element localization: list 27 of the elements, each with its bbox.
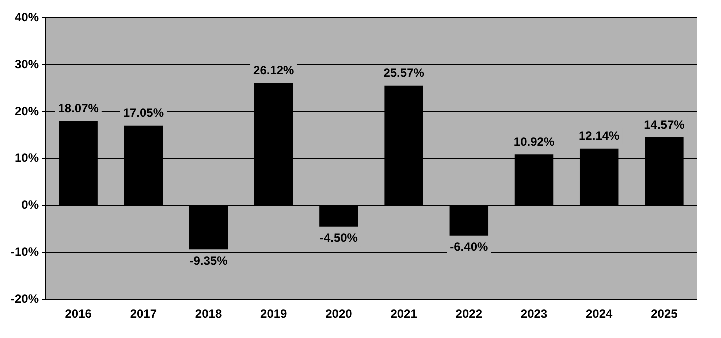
y-tick-label: 20% [14, 104, 40, 118]
x-tick-label: 2024 [586, 307, 614, 322]
y-tick-label: -20% [11, 292, 40, 306]
data-label: -9.35% [190, 254, 228, 268]
y-tick-label: 30% [14, 57, 40, 72]
x-tick-label: 2016 [65, 307, 92, 322]
x-tick-label: 2023 [520, 307, 548, 322]
data-label: 18.07% [58, 101, 100, 116]
x-tick-label: 2017 [130, 307, 158, 322]
x-tick-label: 2019 [260, 307, 288, 322]
data-label: 17.05% [123, 106, 164, 120]
y-tick-label: 40% [14, 10, 40, 25]
data-label: -4.50% [320, 231, 358, 246]
data-label: 14.57% [644, 118, 686, 132]
y-tick-label: -10% [11, 245, 40, 260]
data-label: 26.12% [254, 64, 295, 78]
x-tick-label: 2022 [456, 307, 483, 322]
x-tick-label: 2021 [390, 307, 418, 322]
data-label: 25.57% [384, 66, 425, 80]
x-tick-label: 2018 [195, 307, 222, 322]
x-tick-label: 2025 [651, 307, 678, 322]
y-tick-label: 0% [22, 198, 40, 212]
data-label: -6.40% [450, 240, 488, 254]
data-label: 10.92% [514, 134, 555, 149]
y-tick-label: 10% [14, 151, 40, 166]
x-tick-label: 2020 [326, 307, 353, 322]
data-label: 12.14% [579, 129, 620, 144]
